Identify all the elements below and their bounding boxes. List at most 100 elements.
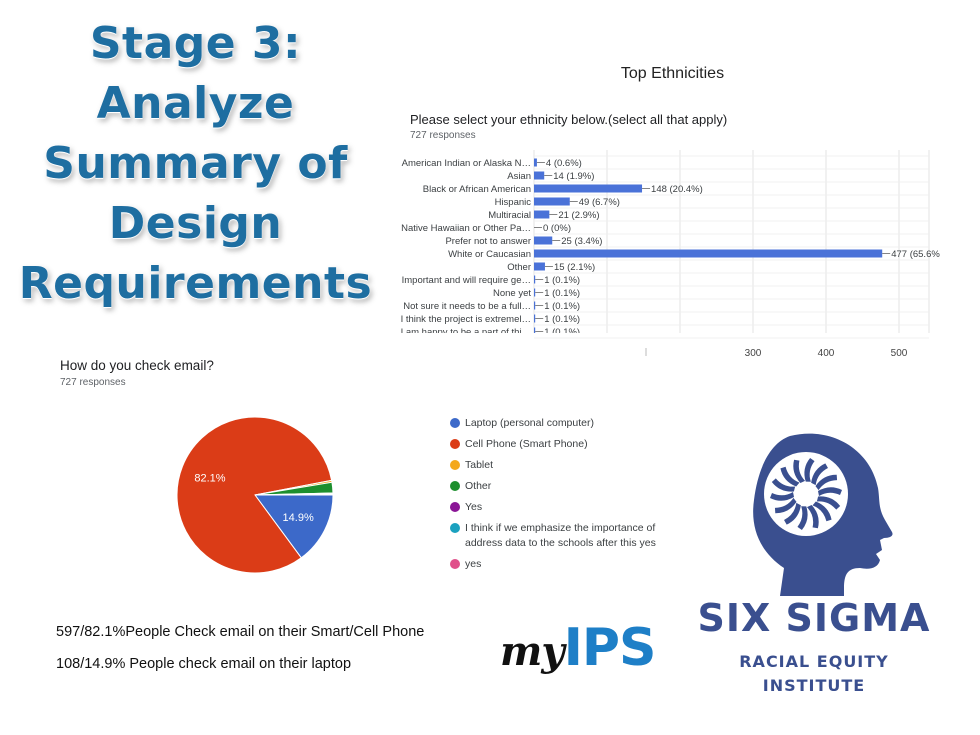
legend-swatch: [450, 460, 460, 470]
title-line: Requirements: [18, 258, 373, 309]
pie-chart-responses: 727 responses: [60, 377, 126, 388]
swirl-blade: [793, 459, 806, 483]
bar: [534, 184, 643, 193]
legend-item: Tablet: [450, 458, 660, 473]
legend-item: Cell Phone (Smart Phone): [450, 437, 660, 452]
legend-item: Other: [450, 479, 660, 494]
category-label: Asian: [507, 171, 531, 182]
swirl-blade: [774, 497, 797, 514]
category-label: Other: [507, 262, 531, 273]
legend-swatch: [450, 439, 460, 449]
legend-swatch: [450, 559, 460, 569]
category-label: Hispanic: [495, 197, 532, 208]
myips-logo: myIPS: [500, 618, 656, 678]
data-label: 1 (0.1%): [544, 314, 580, 325]
swirl-blade: [806, 505, 819, 529]
swirl-blade: [804, 458, 815, 482]
x-tick-label: 300: [745, 348, 762, 359]
swirl-blade: [811, 463, 828, 486]
institute-text: INSTITUTE: [762, 676, 866, 695]
bar-chart-question: Please select your ethnicity below.(sele…: [410, 112, 728, 127]
data-label: 1 (0.1%): [544, 275, 580, 286]
category-label: Important and will require ge…: [402, 275, 531, 286]
legend-item: Laptop (personal computer): [450, 416, 660, 431]
pie-chart-question: How do you check email?: [60, 358, 214, 373]
legend-label: Cell Phone (Smart Phone): [465, 438, 588, 450]
data-label: 477 (65.6%): [891, 249, 940, 260]
ethnicity-bar-chart: American Indian or Alaska N… 4 (0.6%) Asia…: [401, 150, 940, 359]
legend-label: Laptop (personal computer): [465, 417, 594, 429]
bar: [534, 275, 536, 284]
swirl-blade: [780, 466, 800, 487]
swirl-blade: [784, 502, 801, 525]
category-label: White or Caucasian: [448, 249, 531, 260]
legend-label: yes: [465, 558, 482, 570]
data-label: 14 (1.9%): [553, 171, 594, 182]
legend-label: Yes: [465, 501, 483, 513]
myips-prefix: my: [500, 628, 565, 675]
six-sigma-head-icon: [753, 433, 893, 596]
title-line: Summary of: [43, 138, 348, 189]
bar: [534, 314, 536, 323]
bar: [534, 210, 550, 219]
legend-item: Yes: [450, 500, 660, 515]
legend-label: Tablet: [465, 459, 494, 471]
bar: [534, 288, 536, 297]
slice-label: 82.1%: [194, 472, 225, 484]
summary-laptop: 108/14.9% People check email on their la…: [56, 656, 352, 672]
category-label: I am happy to be a part of thi…: [401, 327, 531, 338]
swirl-blade: [770, 492, 794, 501]
category-label: I think the project is extremel…: [401, 314, 531, 325]
bar: [534, 327, 536, 333]
legend-swatch: [450, 481, 460, 491]
category-label: Multiracial: [488, 210, 531, 221]
swirl-blade: [797, 506, 808, 530]
swirl-blade: [818, 487, 842, 496]
category-label: Black or African American: [423, 184, 531, 195]
data-label: 25 (3.4%): [561, 236, 602, 247]
title-line: Stage 3:: [89, 18, 302, 69]
summary-phone: 597/82.1%People Check email on their Sma…: [56, 624, 425, 640]
legend-label: I think if we emphasize the importance o…: [465, 522, 656, 549]
swirl-blade: [771, 478, 796, 492]
data-label: 21 (2.9%): [558, 210, 599, 221]
bar-chart-heading: Top Ethnicities: [620, 65, 725, 82]
bar: [534, 249, 883, 258]
bar: [534, 197, 570, 206]
category-label: Native Hawaiian or Other Pa…: [401, 223, 531, 234]
x-tick-label: 400: [818, 348, 835, 359]
slice-label: 14.9%: [283, 512, 314, 524]
bar: [534, 236, 553, 245]
data-label: 49 (6.7%): [579, 197, 620, 208]
legend-swatch: [450, 502, 460, 512]
bar: [534, 158, 537, 167]
racial-equity-text: RACIAL EQUITY: [739, 652, 889, 671]
category-label: None yet: [493, 288, 531, 299]
pie-slice: [254, 493, 334, 496]
page-title: Stage 3: Analyze Summary of Design Requi…: [18, 14, 373, 314]
category-label: Prefer not to answer: [445, 236, 531, 247]
data-label: 0 (0%): [543, 223, 571, 234]
legend-item: I think if we emphasize the importance o…: [450, 521, 660, 551]
legend-swatch: [450, 418, 460, 428]
data-label: 1 (0.1%): [544, 288, 580, 299]
x-tick-label: 500: [891, 348, 908, 359]
data-label: 15 (2.1%): [554, 262, 595, 273]
pie-slice: [254, 494, 334, 559]
swirl-blade: [815, 474, 838, 491]
title-line: Design: [108, 198, 283, 249]
bar: [534, 301, 536, 310]
data-label: 1 (0.1%): [544, 301, 580, 312]
swirl-blade: [812, 501, 832, 522]
data-label: 148 (20.4%): [651, 184, 703, 195]
category-label: American Indian or Alaska N…: [402, 158, 531, 169]
category-label: Not sure it needs to be a full…: [403, 301, 531, 312]
legend-swatch: [450, 523, 460, 533]
bar: [534, 262, 545, 271]
legend-item: yes: [450, 557, 660, 572]
bar: [534, 171, 545, 180]
swirl-blade: [816, 496, 841, 510]
myips-main: IPS: [563, 618, 657, 678]
pie-slice: [176, 416, 333, 574]
pie-legend: Laptop (personal computer) Cell Phone (Sm…: [450, 416, 660, 578]
